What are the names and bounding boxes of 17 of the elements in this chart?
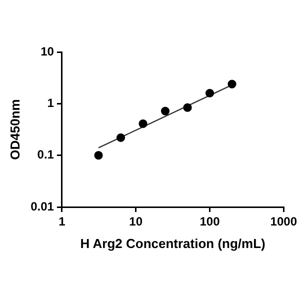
point bbox=[183, 103, 192, 112]
point bbox=[138, 119, 148, 128]
x-tick-label: 100 bbox=[200, 214, 220, 229]
point bbox=[116, 133, 126, 142]
x-axis-title: H Arg2 Concentration (ng/mL) bbox=[80, 236, 266, 251]
y-tick-label: 10 bbox=[40, 44, 54, 58]
y-tick-label: 0.01 bbox=[30, 199, 54, 214]
point bbox=[160, 106, 170, 116]
x-tick-label: 1000 bbox=[270, 214, 298, 229]
y-axis-title: OD450nm bbox=[7, 99, 22, 160]
x-tick-label: 1 bbox=[58, 214, 66, 229]
y-tick-label: 0.1 bbox=[37, 148, 54, 162]
point bbox=[94, 151, 103, 160]
point bbox=[205, 88, 214, 98]
point bbox=[228, 80, 236, 88]
x-tick-label: 10 bbox=[129, 214, 143, 229]
y-tick-label: 1 bbox=[47, 96, 54, 110]
